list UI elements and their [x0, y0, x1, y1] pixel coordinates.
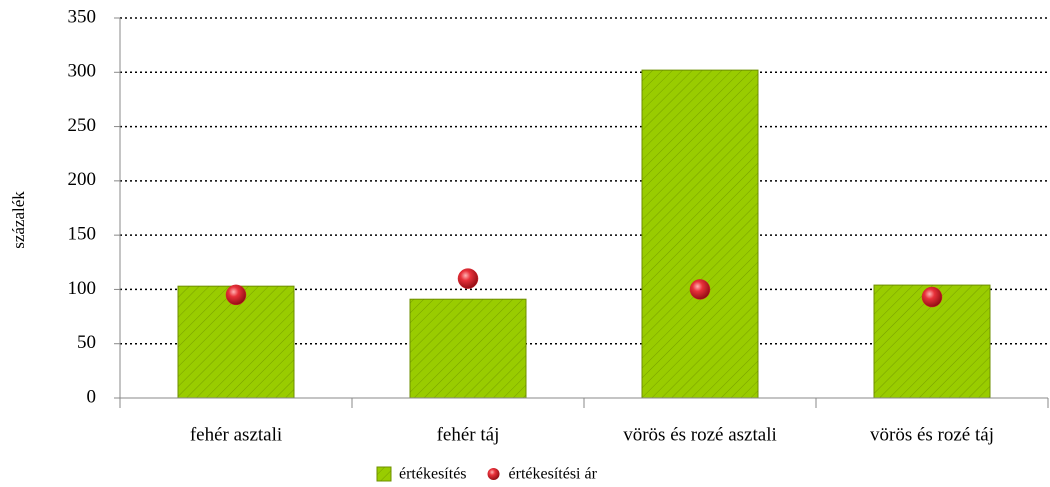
x-tick-label: vörös és rozé táj	[870, 424, 994, 445]
legend-swatch-hatch	[377, 467, 391, 481]
y-tick-label: 0	[87, 386, 97, 407]
y-tick-label: 150	[68, 224, 97, 245]
point	[225, 284, 247, 306]
legend-swatch	[487, 468, 500, 480]
point	[921, 286, 943, 308]
x-tick-label: fehér táj	[437, 424, 500, 445]
y-tick-label: 200	[68, 169, 97, 190]
legend-label: értékesítés	[399, 466, 467, 483]
y-tick-label: 350	[68, 6, 97, 27]
y-tick-label: 300	[68, 61, 97, 82]
y-tick-label: 250	[68, 115, 97, 136]
x-tick-label: fehér asztali	[190, 424, 282, 445]
y-tick-label: 50	[77, 332, 96, 353]
point	[457, 268, 479, 289]
bar-hatch	[642, 70, 758, 398]
legend-label: értékesítési ár	[509, 466, 598, 483]
y-tick-label: 100	[68, 278, 97, 299]
y-axis-label: százalék	[9, 191, 28, 249]
x-tick-label: vörös és rozé asztali	[623, 424, 777, 445]
bar-hatch	[410, 299, 526, 398]
point	[689, 279, 711, 300]
